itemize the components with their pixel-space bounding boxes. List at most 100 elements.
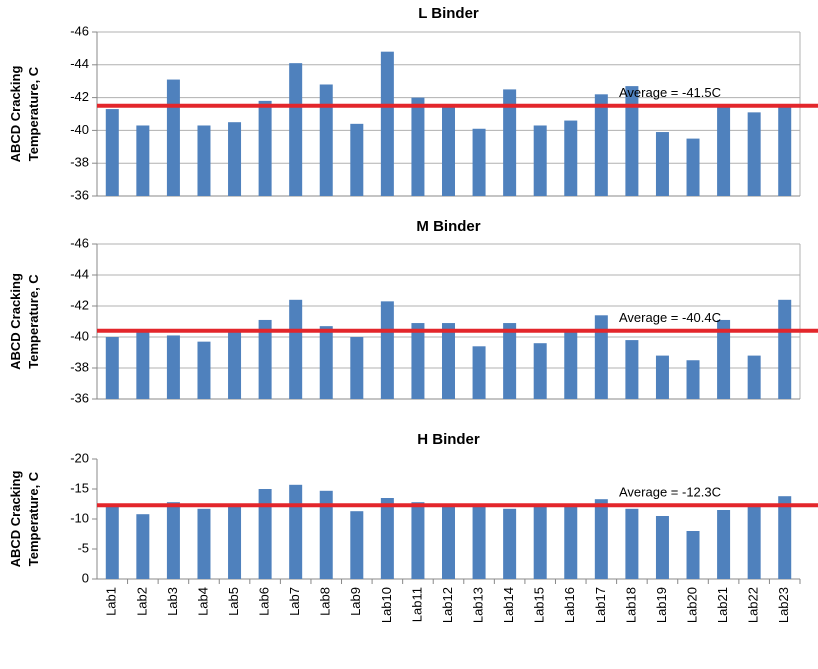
bar (105, 507, 119, 579)
y-tick-label: -40 (70, 122, 89, 137)
bar (594, 499, 608, 579)
y-tick-label: -44 (70, 266, 89, 281)
bar (747, 355, 761, 399)
bar (717, 104, 731, 196)
x-tick-label: Lab7 (287, 587, 302, 616)
bar (380, 301, 394, 399)
bar (319, 326, 333, 399)
x-tick-label: Lab22 (746, 587, 761, 623)
y-axis-label: Temperature, C (26, 471, 41, 566)
bar (289, 484, 303, 579)
bar (105, 109, 119, 196)
chart-title: H Binder (417, 431, 480, 448)
x-tick-label: Lab18 (623, 587, 638, 623)
y-axis-label: ABCD Cracking (8, 273, 23, 370)
average-label: Average = -41.5C (619, 85, 721, 100)
bar (503, 508, 517, 579)
bar (533, 343, 547, 399)
average-label: Average = -12.3C (619, 485, 721, 500)
bar (411, 323, 425, 399)
bar (625, 86, 639, 196)
bar (686, 360, 700, 399)
x-tick-label: Lab2 (134, 587, 149, 616)
y-axis-label: Temperature, C (26, 274, 41, 369)
x-tick-label: Lab17 (593, 587, 608, 623)
bar (564, 330, 578, 399)
bar (319, 490, 333, 579)
x-tick-label: Lab23 (776, 587, 791, 623)
x-tick-label: Lab21 (715, 587, 730, 623)
x-tick-label: Lab9 (348, 587, 363, 616)
y-tick-label: -15 (70, 480, 89, 495)
y-tick-label: 0 (82, 570, 89, 585)
x-tick-label: Lab19 (654, 587, 669, 623)
bar (442, 505, 455, 579)
y-tick-label: -5 (77, 540, 89, 555)
y-tick-label: -42 (70, 297, 89, 312)
y-tick-label: -44 (70, 56, 89, 71)
bar (655, 516, 669, 579)
x-tick-label: Lab8 (318, 587, 333, 616)
bar (625, 340, 639, 399)
x-tick-label: Lab20 (684, 587, 699, 623)
bar (380, 51, 394, 197)
y-tick-label: -40 (70, 328, 89, 343)
bar (136, 514, 150, 579)
x-tick-label: Lab16 (562, 587, 577, 623)
bar (564, 505, 578, 579)
y-tick-label: -42 (70, 89, 89, 104)
chart-title: M Binder (416, 218, 480, 235)
bar (166, 502, 180, 579)
bar (228, 122, 242, 196)
bar (197, 341, 211, 399)
bar (319, 84, 333, 196)
y-axis-label: ABCD Cracking (8, 66, 23, 163)
bar (747, 505, 761, 579)
bar (533, 505, 547, 579)
bar (166, 335, 180, 399)
y-axis-label: ABCD Cracking (8, 471, 23, 568)
x-tick-label: Lab15 (532, 587, 547, 623)
bar (350, 511, 364, 579)
bar (655, 355, 669, 399)
y-tick-label: -36 (70, 390, 89, 405)
bar (778, 105, 792, 196)
y-axis-label: Temperature, C (26, 66, 41, 161)
x-tick-label: Lab6 (257, 587, 272, 616)
y-tick-label: -46 (70, 235, 89, 250)
bar (197, 125, 211, 196)
average-label: Average = -40.4C (619, 310, 721, 325)
bar (411, 97, 425, 196)
bar (472, 505, 486, 579)
x-tick-label: Lab12 (440, 587, 455, 623)
bar (258, 100, 272, 196)
x-tick-label: Lab4 (195, 587, 210, 616)
bar (228, 507, 242, 579)
bar (503, 89, 517, 196)
bar (197, 508, 211, 579)
bar (136, 125, 150, 196)
y-tick-label: -20 (70, 450, 89, 465)
bar (594, 315, 608, 399)
bar (258, 319, 272, 399)
bar (717, 319, 731, 399)
y-tick-label: -38 (70, 359, 89, 374)
bar (472, 128, 486, 196)
bar (564, 120, 578, 196)
x-tick-label: Lab5 (226, 587, 241, 616)
bar (105, 337, 119, 399)
x-tick-label: Lab1 (104, 587, 119, 616)
x-tick-label: Lab3 (165, 587, 180, 616)
bar (350, 123, 364, 196)
bar (686, 138, 700, 196)
bar (289, 299, 303, 399)
bar (350, 337, 364, 399)
bar (411, 502, 425, 579)
bar (228, 330, 242, 399)
y-tick-label: -10 (70, 510, 89, 525)
x-tick-label: Lab11 (409, 587, 424, 622)
bar (778, 299, 792, 399)
bar (503, 323, 517, 399)
